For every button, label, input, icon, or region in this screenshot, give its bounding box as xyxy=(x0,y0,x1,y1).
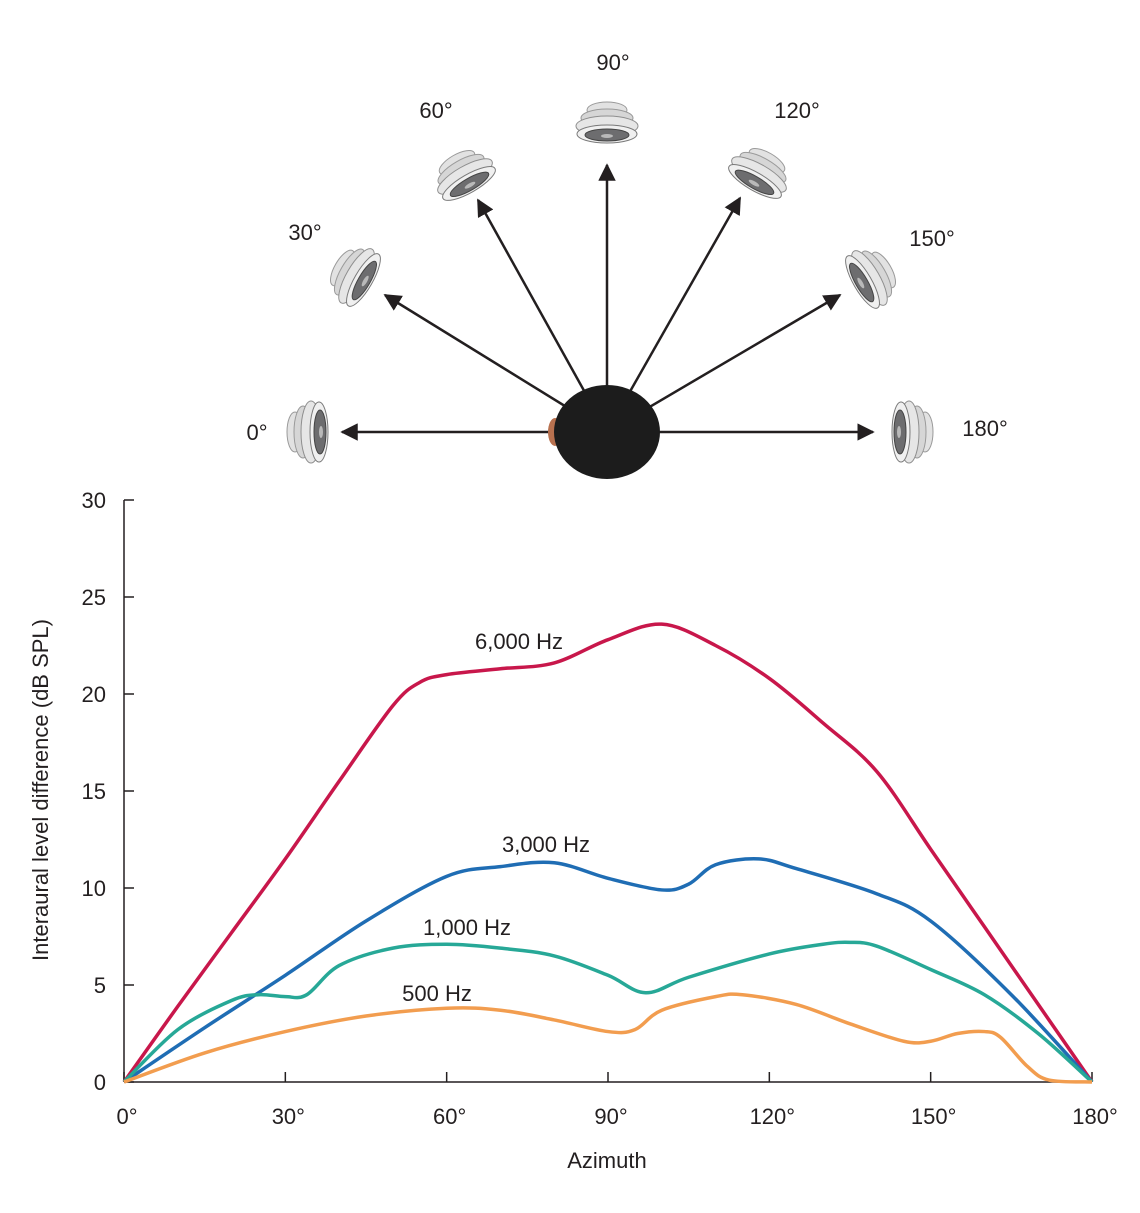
series-line-500hz xyxy=(123,992,1093,1084)
y-tick-label: 30 xyxy=(82,488,106,513)
speaker-icon xyxy=(845,250,896,309)
speaker-icon xyxy=(286,400,329,464)
x-tick-label: 60° xyxy=(433,1104,466,1129)
y-tick-label: 0 xyxy=(94,1070,106,1095)
y-tick-label: 15 xyxy=(82,779,106,804)
speaker-icon xyxy=(575,101,639,144)
speaker-icon xyxy=(728,148,787,199)
x-tick-label: 0° xyxy=(116,1104,137,1129)
y-tick-label: 25 xyxy=(82,585,106,610)
x-tick-label: 90° xyxy=(594,1104,627,1129)
speaker-angle-label: 60° xyxy=(419,98,452,123)
x-tick-label: 120° xyxy=(750,1104,796,1129)
series-line-6000hz xyxy=(122,622,1094,1084)
x-tick-label: 30° xyxy=(272,1104,305,1129)
series-label: 3,000 Hz xyxy=(502,832,590,857)
head-icon xyxy=(554,385,660,479)
x-axis-label: Azimuth xyxy=(567,1148,646,1173)
speaker-angle-label: 150° xyxy=(909,226,955,251)
series-label: 6,000 Hz xyxy=(475,629,563,654)
speaker-angle-label: 0° xyxy=(246,420,267,445)
speaker-icon xyxy=(891,400,934,464)
x-tick-label: 150° xyxy=(911,1104,957,1129)
series-lines: 6,000 Hz 3,000 Hz 1,000 Hz 500 Hz xyxy=(122,622,1094,1084)
series-line-1000hz xyxy=(122,940,1094,1084)
speaker-icon xyxy=(437,150,496,201)
speaker-diagram: 0° 30° 60° 90° 120° 150° 180° xyxy=(246,50,1008,479)
y-tick-label: 10 xyxy=(82,876,106,901)
series-label: 500 Hz xyxy=(402,981,472,1006)
speaker-angle-label: 180° xyxy=(962,416,1008,441)
axes: 0 5 10 15 20 25 30 0° 30° 60° 90° 120° 150° 180° xyxy=(82,488,1118,1129)
y-axis-label: Interaural level difference (dB SPL) xyxy=(28,619,53,961)
ild-chart: 0 5 10 15 20 25 30 0° 30° 60° 90° 120° 150° 180° 6,00… xyxy=(28,488,1118,1173)
series-label: 1,000 Hz xyxy=(423,915,511,940)
y-tick-label: 5 xyxy=(94,973,106,998)
x-tick-label: 180° xyxy=(1072,1104,1118,1129)
speaker-icon xyxy=(330,248,381,307)
series-line-3000hz xyxy=(123,857,1094,1084)
speaker-angle-label: 120° xyxy=(774,98,820,123)
speaker-angle-label: 90° xyxy=(596,50,629,75)
speaker-angle-label: 30° xyxy=(288,220,321,245)
y-tick-label: 20 xyxy=(82,682,106,707)
